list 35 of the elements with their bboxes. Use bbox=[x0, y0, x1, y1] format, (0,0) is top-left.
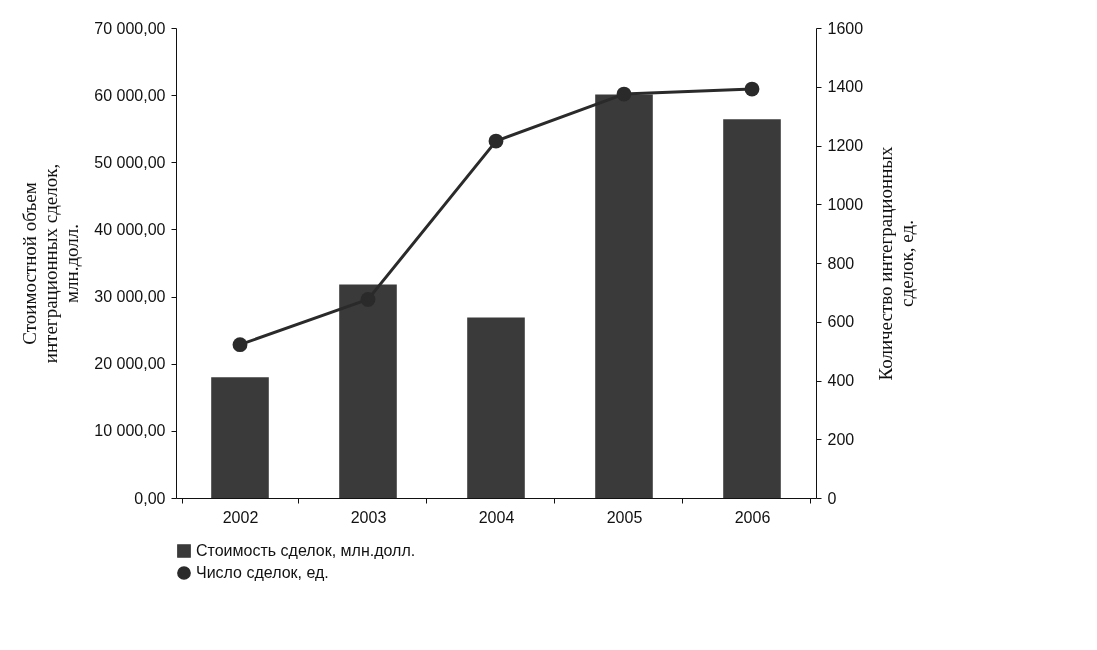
x-tick-label: 2004 bbox=[478, 508, 515, 526]
y-tick-label: 50 000,00 bbox=[94, 153, 166, 171]
point bbox=[744, 81, 760, 97]
y-tick-label: 30 000,00 bbox=[94, 288, 166, 306]
y2-tick-label: 1600 bbox=[827, 19, 864, 37]
y-axis-title: Стоимостной объем интеграционных сделок, млн.долл. bbox=[19, 163, 83, 364]
y2-axis-title: Количество интеграционных сделок, ед. bbox=[875, 145, 918, 381]
y-tick-label: 60 000,00 bbox=[94, 86, 166, 104]
bar bbox=[467, 317, 525, 498]
bar bbox=[595, 94, 653, 498]
legend-label: Стоимость сделок, млн.долл. bbox=[196, 542, 416, 559]
y2-tick-label: 200 bbox=[827, 430, 855, 448]
y2-tick-label: 1200 bbox=[827, 137, 864, 154]
legend-label: Число сделок, ед. bbox=[196, 564, 329, 581]
bar bbox=[211, 377, 269, 498]
x-tick-label: 2005 bbox=[606, 508, 643, 526]
bar bbox=[723, 119, 781, 498]
y2-tick-label: 1000 bbox=[827, 195, 864, 213]
y-tick-label: 0,00 bbox=[134, 489, 166, 507]
y-tick-label: 40 000,00 bbox=[94, 220, 166, 238]
y-tick-label: 20 000,00 bbox=[94, 355, 166, 373]
bar bbox=[339, 284, 397, 498]
point bbox=[616, 86, 632, 102]
x-tick-label: 2003 bbox=[350, 508, 387, 526]
y2-tick-label: 1400 bbox=[827, 78, 864, 96]
x-tick-label: 2002 bbox=[222, 508, 259, 526]
y2-tick-label: 0 bbox=[827, 489, 837, 507]
y2-tick-label: 800 bbox=[827, 254, 855, 272]
y-tick-label: 70 000,00 bbox=[94, 19, 166, 37]
y2-tick-label: 600 bbox=[827, 313, 855, 331]
y-tick-label: 10 000,00 bbox=[94, 422, 166, 440]
x-tick-label: 2006 bbox=[734, 508, 771, 526]
point bbox=[488, 133, 504, 149]
y2-tick-label: 400 bbox=[827, 372, 855, 389]
point bbox=[232, 337, 248, 353]
